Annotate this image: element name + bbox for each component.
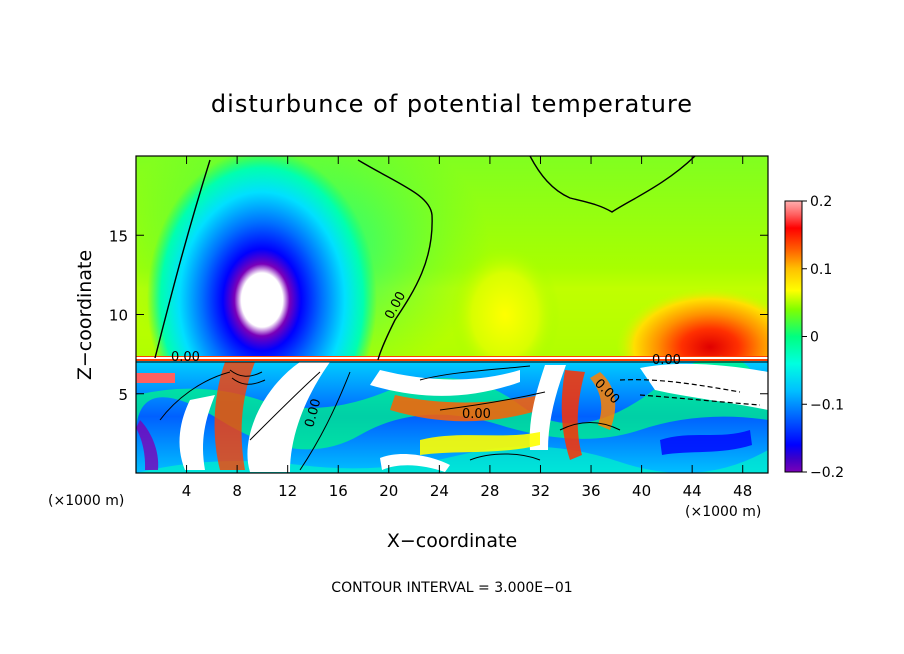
- y-tick-label: 5: [118, 386, 128, 404]
- contour-zero-mid: [357, 159, 433, 361]
- colorbar-tick-label: −0.1: [810, 397, 844, 413]
- x-tick-label: 8: [232, 482, 242, 500]
- x-unit-left: (×1000 m): [48, 493, 124, 509]
- x-tick-label: 40: [632, 482, 651, 500]
- colorbar-scale: [784, 200, 803, 473]
- contour-interval: CONTOUR INTERVAL = 3.000E−01: [331, 580, 572, 596]
- colorbar-tick-label: 0: [810, 330, 819, 346]
- contour-zero-top: [529, 156, 696, 213]
- y-axis: 5 10 15: [109, 227, 768, 404]
- x-tick-label: 12: [278, 482, 297, 500]
- contour-lines: [136, 156, 768, 471]
- contour-label: 0.00: [462, 407, 491, 422]
- x-tick-label: 24: [430, 482, 449, 500]
- x-unit-right: (×1000 m): [685, 504, 761, 520]
- x-tick-label: 16: [329, 482, 348, 500]
- contour-label: 0.00: [302, 397, 324, 429]
- colorbar: 0.2 0.1 0 −0.1 −0.2: [784, 194, 844, 481]
- x-axis-label: X−coordinate: [387, 530, 517, 552]
- contour-label: 0.00: [171, 350, 200, 365]
- chart-title: disturbunce of potential temperature: [211, 90, 693, 118]
- x-tick-label: 20: [379, 482, 398, 500]
- contour-zero-left: [154, 159, 211, 359]
- x-tick-label: 32: [531, 482, 550, 500]
- y-axis-label: Z−coordinate: [74, 250, 96, 380]
- colorbar-tick-label: −0.2: [810, 465, 844, 481]
- x-tick-label: 48: [733, 482, 752, 500]
- y-tick-label: 15: [109, 227, 128, 245]
- x-axis: 4 8 12 16 20 24 28 32 36 40 44 48: [182, 156, 752, 500]
- y-tick-label: 10: [109, 307, 128, 325]
- plot-area: 0.00 0.00 0.00 0.00 0.00 0.00: [136, 156, 768, 473]
- contour-label: 0.00: [652, 353, 681, 368]
- x-tick-label: 44: [683, 482, 702, 500]
- colorbar-tick-label: 0.2: [810, 194, 832, 210]
- x-tick-label: 36: [581, 482, 600, 500]
- colorbar-tick-label: 0.1: [810, 262, 832, 278]
- warm-anomaly-mid: [450, 245, 560, 385]
- x-tick-label: 28: [480, 482, 499, 500]
- x-tick-label: 4: [182, 482, 192, 500]
